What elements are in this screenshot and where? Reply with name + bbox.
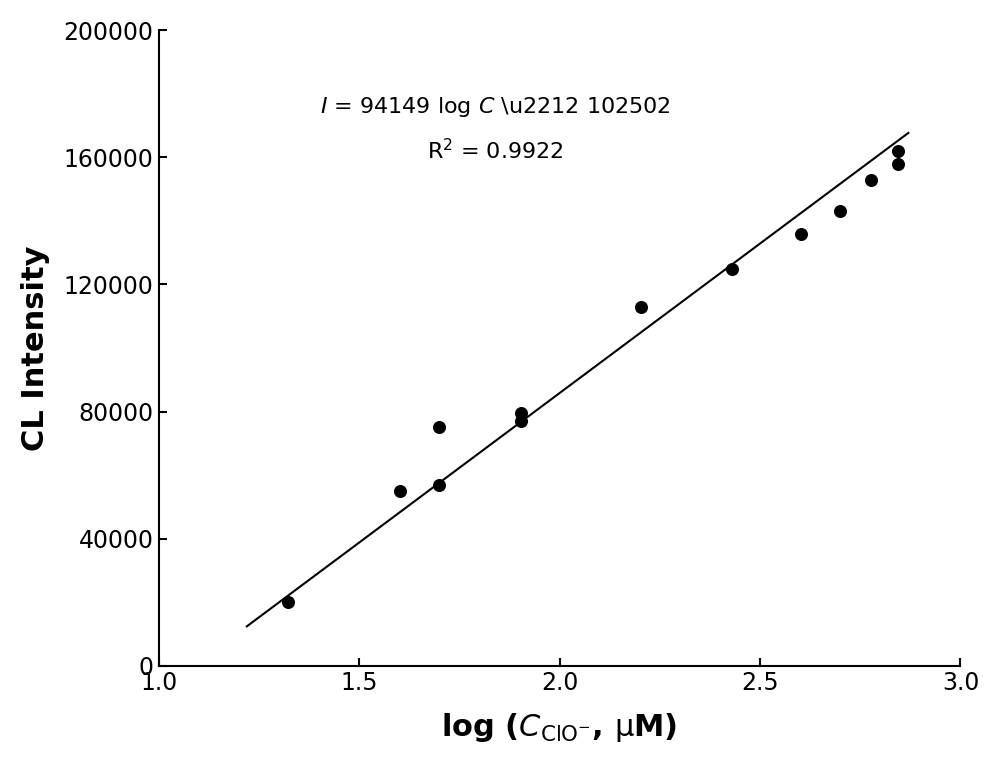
Point [513, 415, 529, 427]
Point [633, 301, 649, 313]
Text: $\mathit{I}$ = 94149 log $\mathit{C}$ \u2212 102502: $\mathit{I}$ = 94149 log $\mathit{C}$ \u… [320, 95, 671, 119]
Y-axis label: CL Intensity: CL Intensity [21, 246, 50, 451]
Point [431, 478, 447, 490]
Text: R$^{2}$ = 0.9922: R$^{2}$ = 0.9922 [427, 138, 563, 164]
Point [392, 485, 408, 497]
Point [280, 596, 296, 608]
Point [513, 407, 529, 419]
Point [890, 158, 906, 170]
Point [863, 174, 879, 186]
Point [793, 227, 809, 239]
Point [832, 205, 848, 217]
X-axis label: log ($\mathit{C}_{\mathrm{ClO^{-}}}$, $\mathrm{\mu}$M): log ($\mathit{C}_{\mathrm{ClO^{-}}}$, $\… [441, 711, 678, 744]
Point [431, 422, 447, 434]
Point [724, 262, 740, 275]
Point [890, 145, 906, 157]
